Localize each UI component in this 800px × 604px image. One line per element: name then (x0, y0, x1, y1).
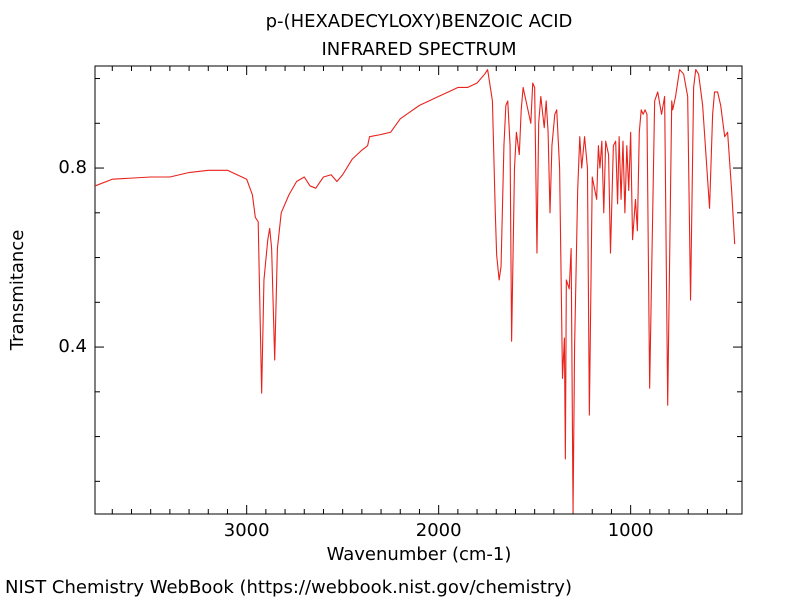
plot-frame (94, 65, 743, 515)
y-tick-label: 0.4 (58, 336, 87, 357)
spectrum-line (94, 69, 736, 514)
footer: NIST Chemistry WebBook (https://webbook.… (5, 577, 572, 598)
y-axis-label: Transmitance (7, 230, 28, 352)
x-tick-label: 3000 (224, 520, 270, 541)
x-tick-label: 1000 (608, 520, 654, 541)
x-tick-label: 2000 (416, 520, 462, 541)
x-axis-label: Wavenumber (cm-1) (327, 544, 512, 565)
chart-subtitle: INFRARED SPECTRUM (321, 39, 516, 60)
y-tick-label: 0.8 (58, 157, 87, 178)
chart-title: p-(HEXADECYLOXY)BENZOIC ACID (266, 11, 573, 32)
